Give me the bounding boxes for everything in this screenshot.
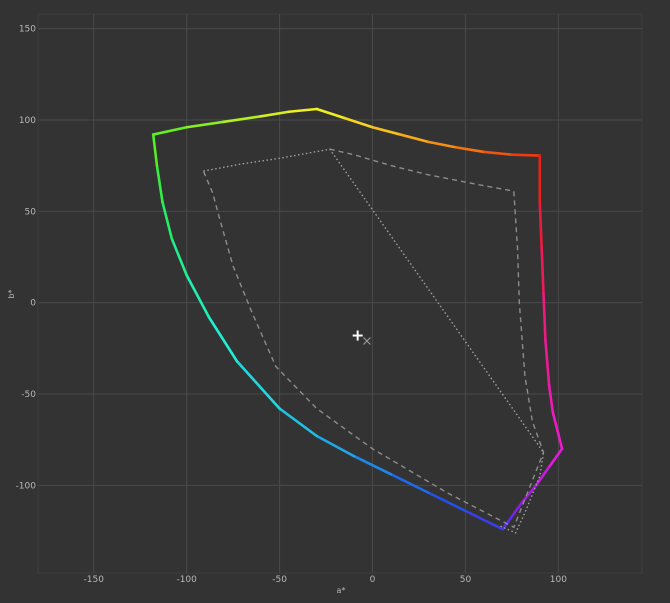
gamut-segment: [538, 200, 543, 250]
gamut-segment: [352, 454, 393, 476]
y-tick-label: 100: [19, 116, 36, 126]
gamut-segment: [155, 164, 164, 204]
gamut-segment: [389, 473, 430, 494]
x-tick-label: -150: [84, 575, 105, 585]
x-tick-label: 0: [370, 575, 376, 585]
cross-b: [363, 337, 371, 345]
gamut-segment: [287, 107, 319, 114]
gamut-segment: [547, 447, 564, 469]
reference-gamut-dotted: [203, 148, 545, 534]
gamut-segment: [259, 110, 291, 118]
gamut-segment: [551, 410, 564, 451]
gamut-segment: [540, 246, 545, 295]
x-tick-label: 50: [460, 575, 472, 585]
gamut-segment: [510, 153, 542, 157]
y-tick-label: -100: [16, 481, 37, 491]
y-tick-label: 150: [19, 25, 36, 35]
gamut-segment: [315, 107, 346, 120]
gamut-segment: [151, 125, 188, 136]
y-tick-label: 50: [25, 207, 37, 217]
series-layer: [151, 107, 564, 534]
tick-layer: -150 -100 -50 0 50 100 150 100 50 0 -50 -100: [16, 25, 568, 585]
x-axis-title: a*: [337, 586, 346, 595]
x-tick-label: 100: [550, 575, 567, 585]
gamut-segment: [278, 407, 319, 438]
gamut-segment: [151, 133, 159, 167]
device-gamut-outline: [151, 107, 564, 531]
gamut-segment: [454, 146, 486, 154]
gamut-segment: [542, 292, 547, 341]
gamut-segment: [519, 484, 538, 505]
gamut-segment: [207, 315, 239, 363]
gamut-segment: [399, 133, 430, 144]
gamut-segment: [170, 237, 188, 277]
gamut-segment: [426, 491, 467, 513]
white-point-cross-marker: [363, 337, 371, 345]
gamut-segment: [426, 140, 458, 149]
gamut-segment: [185, 273, 211, 319]
gamut-segment: [371, 125, 402, 136]
x-tick-label: -50: [272, 575, 287, 585]
y-tick-label: 0: [30, 299, 36, 309]
gamut-segment: [343, 116, 374, 129]
gamut-segment: [235, 359, 281, 410]
y-tick-label: -50: [21, 390, 36, 400]
gamut-segment: [482, 150, 514, 156]
gamut-segment: [547, 383, 555, 414]
gamut-segment: [501, 515, 514, 531]
gamut-segment: [544, 337, 551, 387]
gamut-segment: [185, 120, 226, 129]
reference-gamut-dashed: [202, 148, 545, 529]
white-point-plus-marker: [352, 330, 363, 341]
gamut-segment: [534, 465, 551, 487]
grid-layer: [38, 14, 642, 573]
y-axis-title: b*: [7, 289, 16, 298]
gamut-segment: [315, 434, 356, 458]
gamut-segment: [222, 115, 263, 124]
gamut-segment: [510, 502, 523, 518]
plot-frame: [37, 13, 643, 574]
gamut-segment: [464, 509, 504, 531]
x-tick-label: -100: [176, 575, 197, 585]
gamut-segment: [161, 200, 174, 240]
